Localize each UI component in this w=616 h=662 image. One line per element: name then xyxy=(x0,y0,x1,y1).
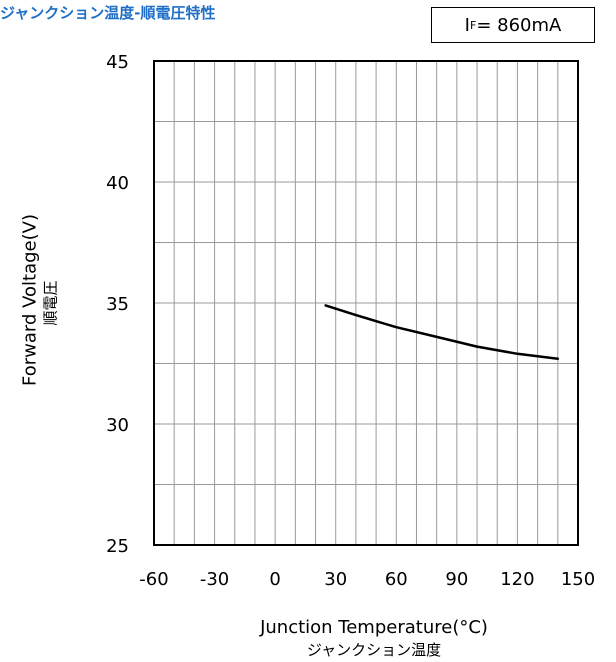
x-tick-label: 60 xyxy=(385,569,408,590)
x-tick-label: 0 xyxy=(269,569,280,590)
series-line xyxy=(324,304,560,360)
x-tick-label: -30 xyxy=(200,569,229,590)
x-tick-label: 120 xyxy=(500,569,534,590)
x-axis-label: Junction Temperature(°C) xyxy=(260,617,488,638)
plot-frame xyxy=(153,60,579,546)
condition-prefix: I xyxy=(464,14,470,36)
x-axis-label-jp: ジャンクション温度 xyxy=(306,641,442,659)
x-tick-label: 30 xyxy=(324,569,347,590)
series-layer xyxy=(324,304,560,360)
y-tick-label: 45 xyxy=(106,52,129,73)
condition-value: = 860mA xyxy=(476,14,562,36)
grid-lines xyxy=(154,61,578,545)
y-tick-label: 40 xyxy=(106,173,129,194)
y-tick-label: 30 xyxy=(106,415,129,436)
y-tick-label: 25 xyxy=(106,536,129,557)
condition-subscript: F xyxy=(469,18,477,32)
y-tick-label: 35 xyxy=(106,294,129,315)
x-tick-label: 90 xyxy=(445,569,468,590)
chart-title: ジャンクション温度-順電圧特性 xyxy=(0,4,216,22)
tick-labels: -60 -30 0 30 60 90 120 150 25 30 35 40 45 xyxy=(106,52,595,590)
x-tick-label: -60 xyxy=(139,569,168,590)
x-tick-label: 150 xyxy=(561,569,595,590)
